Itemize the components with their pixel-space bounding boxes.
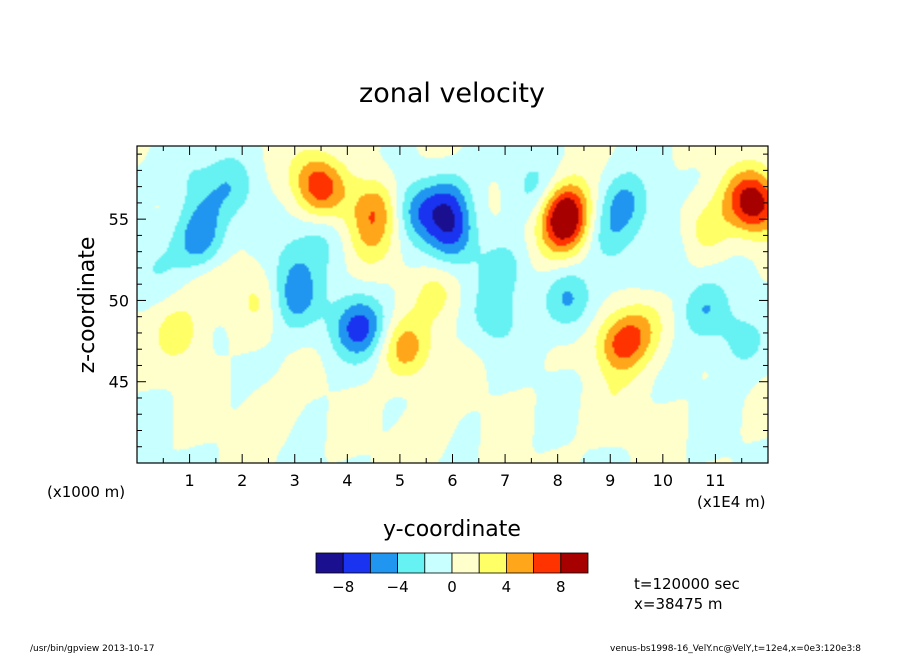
x-tick-label: 4 — [342, 471, 352, 490]
x-tick-label: 3 — [290, 471, 300, 490]
x-tick-label: 6 — [447, 471, 457, 490]
colorbar-swatch — [369, 552, 398, 574]
colorbar-swatch — [533, 552, 562, 574]
x-axis-label: y-coordinate — [383, 517, 521, 542]
y-tick-label: 55 — [109, 210, 129, 229]
colorbar-tick-label: 8 — [556, 578, 566, 596]
heatmap-field — [137, 146, 768, 463]
colorbar-tick-label: −4 — [387, 578, 409, 596]
y-tick-label: 50 — [109, 291, 129, 310]
colorbar-tick-label: −8 — [332, 578, 354, 596]
position-info: x=38475 m — [634, 595, 723, 613]
time-info: t=120000 sec — [634, 575, 740, 593]
x-tick-label: 10 — [653, 471, 673, 490]
colorbar-tick-label: 0 — [447, 578, 457, 596]
x-axis-unit: (x1E4 m) — [697, 493, 766, 511]
colorbar: −8 −4 0 4 8 — [315, 552, 589, 596]
footer-left: /usr/bin/gpview 2013-10-17 — [30, 644, 154, 654]
footer-right: venus-bs1998-16_VelY.nc@VelY,t=12e4,x=0e… — [610, 644, 861, 654]
colorbar-swatch — [342, 552, 371, 574]
x-tick-label: 8 — [553, 471, 563, 490]
x-axis-ticks: 1 2 3 4 5 6 7 8 9 10 11 — [162, 146, 743, 490]
colorbar-tick-label: 4 — [502, 578, 512, 596]
chart-title: zonal velocity — [359, 78, 545, 109]
colorbar-swatch — [397, 552, 426, 574]
colorbar-swatch — [424, 552, 453, 574]
x-tick-label: 9 — [605, 471, 615, 490]
y-axis-label: z-coordinate — [75, 237, 100, 374]
colorbar-swatch — [478, 552, 507, 574]
x-tick-label: 7 — [500, 471, 510, 490]
colorbar-swatch — [505, 552, 534, 574]
velocity-field-image — [137, 146, 768, 463]
colorbar-swatch — [560, 552, 589, 574]
y-axis-unit: (x1000 m) — [47, 483, 125, 501]
x-tick-label: 5 — [395, 471, 405, 490]
colorbar-swatch — [315, 552, 344, 574]
colorbar-swatch — [451, 552, 480, 574]
y-tick-label: 45 — [109, 373, 129, 392]
y-axis-ticks: 45 50 55 — [109, 153, 768, 448]
x-tick-label: 2 — [237, 471, 247, 490]
x-tick-label: 1 — [184, 471, 194, 490]
x-tick-label: 11 — [705, 471, 725, 490]
